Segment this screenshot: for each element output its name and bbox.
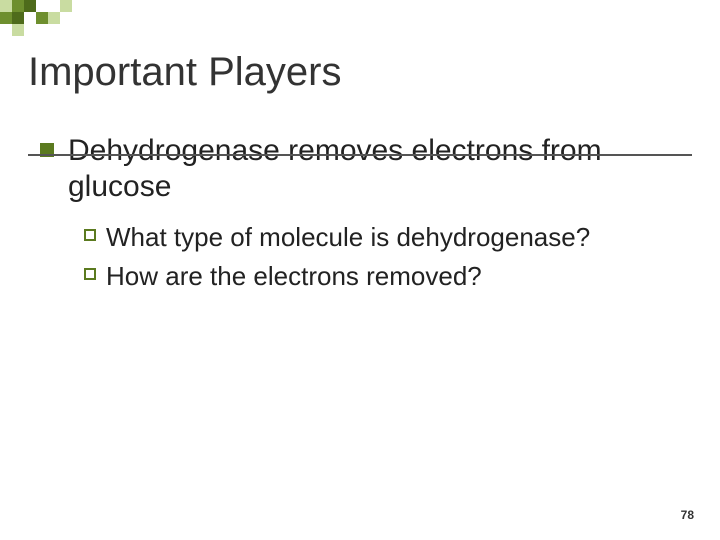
bullet-level2-text: What type of molecule is dehydrogenase?	[106, 221, 590, 254]
bullet-level2-text: How are the electrons removed?	[106, 260, 482, 293]
deco-square	[12, 24, 24, 36]
bullet-level2: What type of molecule is dehydrogenase?	[84, 221, 692, 254]
bullet-level1-text: Dehydrogenase removes electrons from glu…	[68, 133, 692, 205]
deco-square	[60, 0, 72, 12]
slide-title: Important Players	[28, 50, 692, 95]
bullet-level2: How are the electrons removed?	[84, 260, 692, 293]
deco-square	[12, 12, 24, 24]
deco-square	[0, 0, 12, 12]
hollow-square-bullet-icon	[84, 229, 96, 241]
page-number: 78	[681, 508, 694, 522]
slide-content: Important Players Dehydrogenase removes …	[28, 50, 692, 292]
title-underline	[28, 154, 692, 156]
deco-square	[48, 12, 60, 24]
bullet-level1: Dehydrogenase removes electrons from glu…	[40, 133, 692, 205]
deco-square	[0, 12, 12, 24]
deco-square	[24, 0, 36, 12]
deco-square	[12, 0, 24, 12]
deco-square	[36, 12, 48, 24]
hollow-square-bullet-icon	[84, 268, 96, 280]
corner-decoration	[0, 0, 120, 40]
